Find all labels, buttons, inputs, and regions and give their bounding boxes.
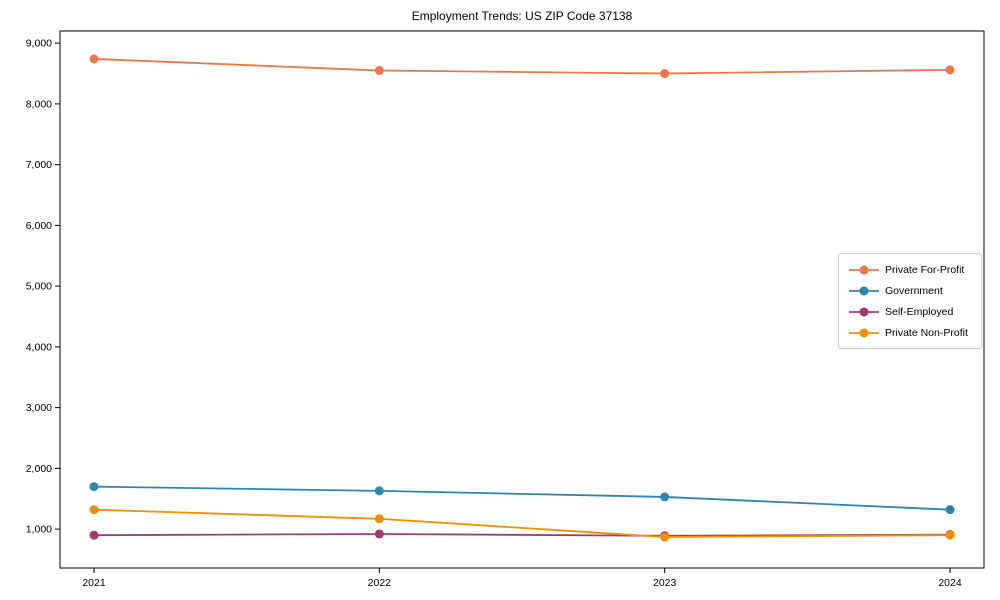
legend-line-marker-icon [849, 265, 879, 274]
legend-label: Government [885, 284, 943, 297]
series-line-government [93, 485, 951, 511]
legend-line-marker-icon [849, 286, 879, 295]
y-tick-label: 2,000 [26, 463, 52, 475]
x-tick-label: 2022 [368, 577, 392, 589]
plot-frame [59, 30, 985, 569]
legend-item-private-non-profit: Private Non-Profit [849, 322, 975, 343]
legend-item-government: Government [849, 280, 975, 301]
data-point-private-non-profit-2022 [374, 514, 384, 524]
series-line-private-for-profit [93, 58, 951, 75]
chart-title: Employment Trends: US ZIP Code 37138 [411, 9, 633, 23]
legend-label: Private For-Profit [885, 263, 965, 276]
series-line-self-employed [93, 533, 951, 537]
y-tick-label: 5,000 [26, 281, 52, 293]
data-point-government-2024 [945, 505, 955, 515]
data-point-private-for-profit-2023 [660, 69, 670, 79]
x-tick-label: 2023 [653, 577, 677, 589]
legend-item-private-for-profit: Private For-Profit [849, 259, 975, 280]
series-line-private-non-profit [93, 508, 951, 538]
y-tick-label: 9,000 [26, 38, 52, 50]
data-point-private-non-profit-2024 [945, 530, 955, 540]
data-point-private-non-profit-2023 [660, 532, 670, 542]
y-tick-label: 7,000 [26, 159, 52, 171]
data-point-private-for-profit-2022 [374, 65, 384, 75]
legend-line-marker-icon [849, 307, 879, 316]
data-point-private-non-profit-2021 [89, 505, 99, 515]
data-point-private-for-profit-2021 [89, 54, 99, 64]
data-point-government-2023 [660, 492, 670, 502]
data-point-self-employed-2022 [374, 529, 384, 539]
y-tick-label: 3,000 [26, 402, 52, 414]
legend-line-marker-icon [849, 328, 879, 337]
x-tick-label: 2021 [82, 577, 106, 589]
legend-label: Private Non-Profit [885, 326, 968, 339]
y-tick-label: 1,000 [26, 524, 52, 536]
x-tick-label: 2024 [938, 577, 962, 589]
y-tick-label: 4,000 [26, 341, 52, 353]
y-tick-label: 6,000 [26, 220, 52, 232]
data-point-self-employed-2021 [89, 530, 99, 540]
legend-label: Self-Employed [885, 305, 954, 318]
y-tick-label: 8,000 [26, 98, 52, 110]
data-point-government-2022 [374, 486, 384, 496]
data-point-private-for-profit-2024 [945, 65, 955, 75]
chart-legend: Private For-Profit Government Self-Employe… [838, 253, 982, 349]
legend-item-self-employed: Self-Employed [849, 301, 975, 322]
data-point-government-2021 [89, 482, 99, 492]
